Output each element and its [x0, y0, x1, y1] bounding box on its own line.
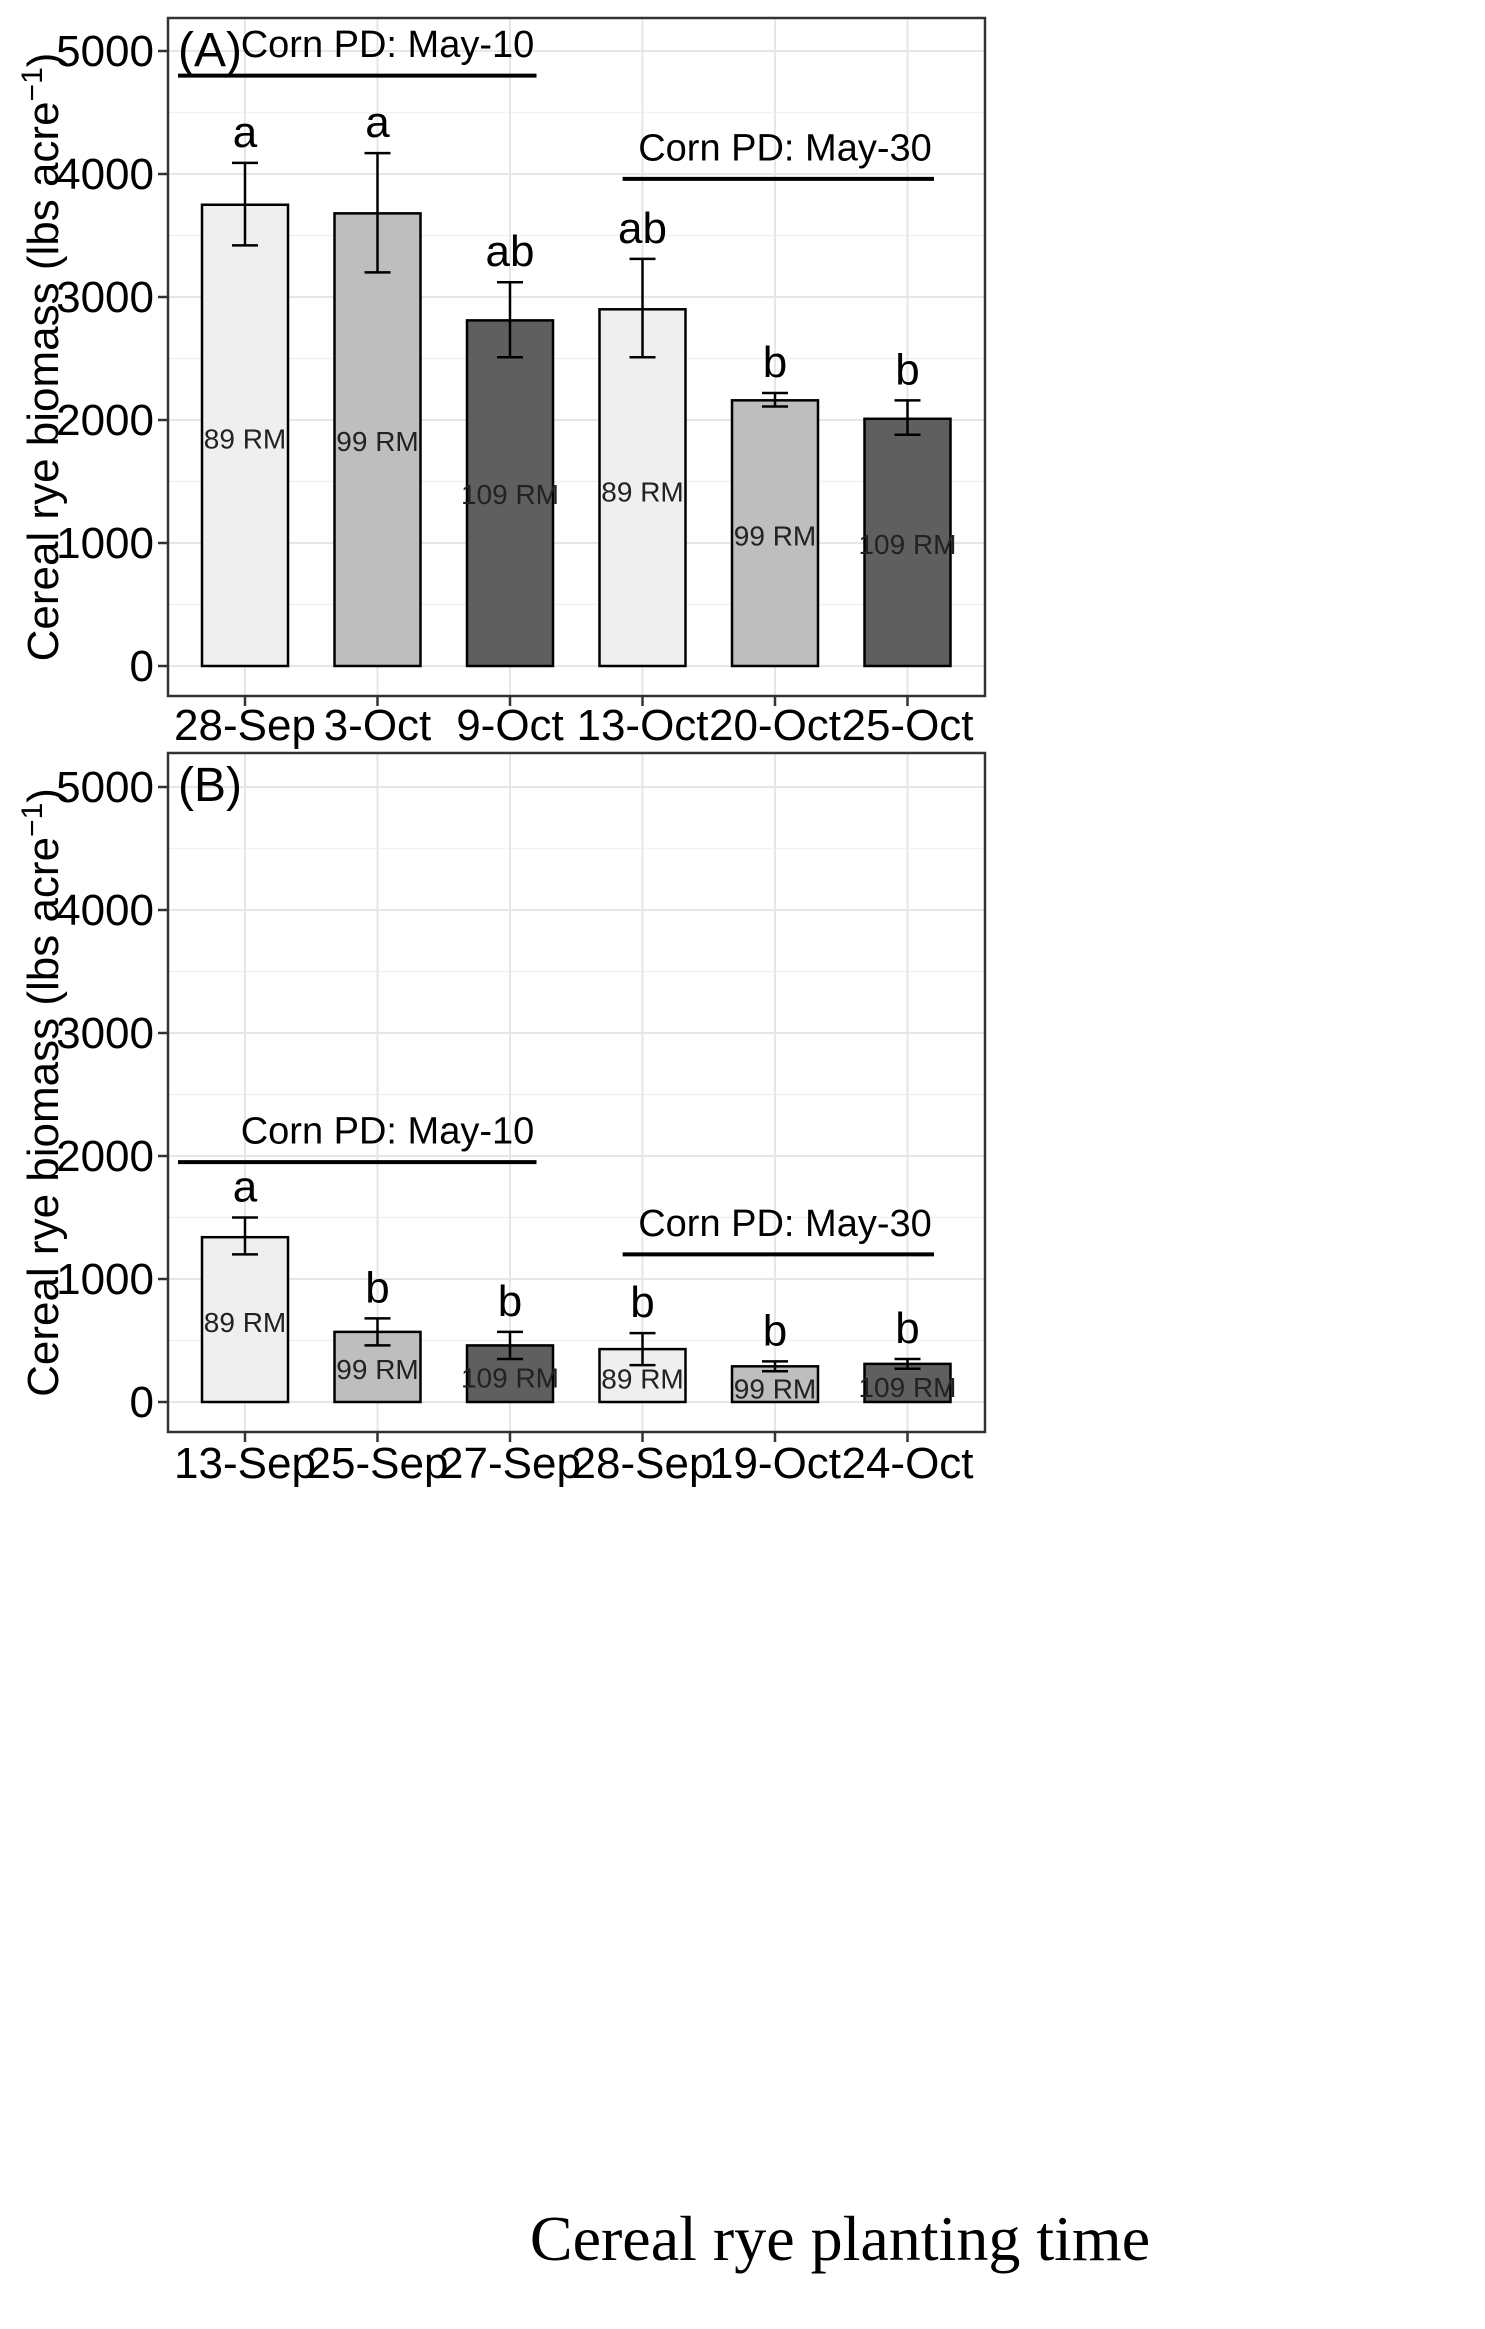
group-label-1: Corn PD: May-10	[241, 1111, 535, 1153]
plot-area	[168, 18, 985, 696]
x-tick-label-4: 13-Oct	[576, 701, 708, 750]
bar-label-1: 89 RM	[204, 423, 286, 454]
y-tick-label: 5000	[56, 763, 154, 812]
bar-label-6: 109 RM	[858, 1372, 956, 1403]
bar-1	[200, 203, 290, 668]
significance-letter-6: b	[895, 345, 919, 394]
bar-1	[200, 1235, 290, 1404]
significance-letter-2: a	[365, 98, 390, 147]
x-tick-label-4: 28-Sep	[572, 1439, 714, 1488]
error-bar-3	[497, 1330, 523, 1361]
y-tick-label: 5000	[56, 27, 154, 76]
panel-label: (B)	[178, 759, 242, 812]
y-tick-label: 1000	[56, 519, 154, 568]
bar-label-2: 99 RM	[336, 1354, 418, 1385]
bar-label-4: 89 RM	[601, 1364, 683, 1395]
bar-label-5: 99 RM	[734, 1373, 816, 1404]
significance-letter-4: b	[630, 1278, 654, 1327]
y-axis-title-main: Cereal rye biomass (lbs acre	[19, 101, 68, 661]
x-tick-label-1: 13-Sep	[174, 1439, 316, 1488]
y-tick-label: 2000	[56, 396, 154, 445]
significance-letter-2: b	[365, 1263, 389, 1312]
bar-label-3: 109 RM	[461, 479, 559, 510]
y-tick-label: 4000	[56, 150, 154, 199]
error-bar-1	[232, 161, 258, 247]
y-tick-label: 3000	[56, 1009, 154, 1058]
group-label-2: Corn PD: May-30	[638, 127, 932, 169]
y-tick-label: 4000	[56, 886, 154, 935]
y-tick-label: 0	[130, 1378, 154, 1427]
error-bar-4	[629, 257, 656, 359]
bar-label-1: 89 RM	[204, 1307, 286, 1338]
x-tick-label-6: 24-Oct	[841, 1439, 973, 1488]
x-tick-label-1: 28-Sep	[174, 701, 316, 750]
x-tick-label-3: 9-Oct	[456, 701, 564, 750]
significance-letter-3: b	[498, 1277, 522, 1326]
panel-b: 89 RM 99 RM 109 RM 89 RM 99 RM 109 RM a b b b b b Co…	[16, 751, 987, 1488]
error-bar-5	[762, 391, 788, 408]
y-tick-label: 2000	[56, 1132, 154, 1181]
bar-6	[863, 1362, 952, 1404]
bar-label-3: 109 RM	[461, 1362, 559, 1393]
error-bar-3	[497, 280, 523, 359]
bar-5	[730, 399, 820, 668]
error-bar-2	[364, 1317, 391, 1347]
y-tick-label: 0	[130, 642, 154, 691]
y-axis-title-close: )	[19, 788, 68, 803]
bar-label-5: 99 RM	[734, 521, 816, 552]
significance-letter-1: a	[233, 1163, 258, 1212]
bar-3	[465, 319, 555, 668]
significance-letter-1: a	[233, 108, 258, 157]
significance-letter-5: b	[763, 1306, 787, 1355]
error-bar-5	[762, 1360, 788, 1373]
significance-letter-5: b	[763, 338, 787, 387]
error-bar-1	[232, 1216, 258, 1256]
y-axis-title: Cereal rye biomass (lbs acre−1)	[16, 788, 68, 1397]
x-tick-label-2: 25-Sep	[307, 1439, 449, 1488]
y-axis-title-superscript: −1	[16, 803, 49, 837]
significance-letter-3: ab	[486, 227, 535, 276]
x-tick-label-5: 20-Oct	[709, 701, 841, 750]
x-tick-label-3: 27-Sep	[439, 1439, 581, 1488]
error-bar-2	[364, 151, 391, 274]
x-tick-label-5: 19-Oct	[709, 1439, 841, 1488]
panel-label: (A)	[178, 24, 242, 77]
panel-a: 89 RM 99 RM 109 RM 89 RM 99 RM 109 RM a a ab ab b b…	[16, 16, 987, 750]
significance-letter-6: b	[895, 1304, 919, 1353]
bar-6	[863, 417, 952, 668]
y-tick-label: 3000	[56, 273, 154, 322]
plot-area	[168, 753, 985, 1432]
panel-border	[166, 751, 987, 1434]
bar-label-2: 99 RM	[336, 426, 418, 457]
y-axis-title-superscript: −1	[16, 67, 49, 101]
error-bar-4	[629, 1331, 656, 1367]
y-axis-title: Cereal rye biomass (lbs acre−1)	[16, 53, 68, 662]
group-label-1: Corn PD: May-10	[241, 24, 535, 66]
x-tick-label-6: 25-Oct	[841, 701, 973, 750]
panel-border	[166, 16, 987, 698]
group-label-2: Corn PD: May-30	[638, 1203, 932, 1245]
y-axis-title-close: )	[19, 53, 68, 68]
x-axis-title: Cereal rye planting time	[530, 2203, 1150, 2274]
y-tick-label: 1000	[56, 1255, 154, 1304]
bar-4	[598, 308, 687, 668]
x-tick-label-2: 3-Oct	[324, 701, 432, 750]
error-bar-6	[894, 399, 921, 437]
bar-label-4: 89 RM	[601, 476, 683, 507]
bar-2	[333, 212, 422, 668]
bar-label-6: 109 RM	[858, 529, 956, 560]
error-bar-6	[894, 1357, 921, 1371]
y-axis-title-main: Cereal rye biomass (lbs acre	[19, 837, 68, 1397]
significance-letter-4: ab	[618, 204, 667, 253]
